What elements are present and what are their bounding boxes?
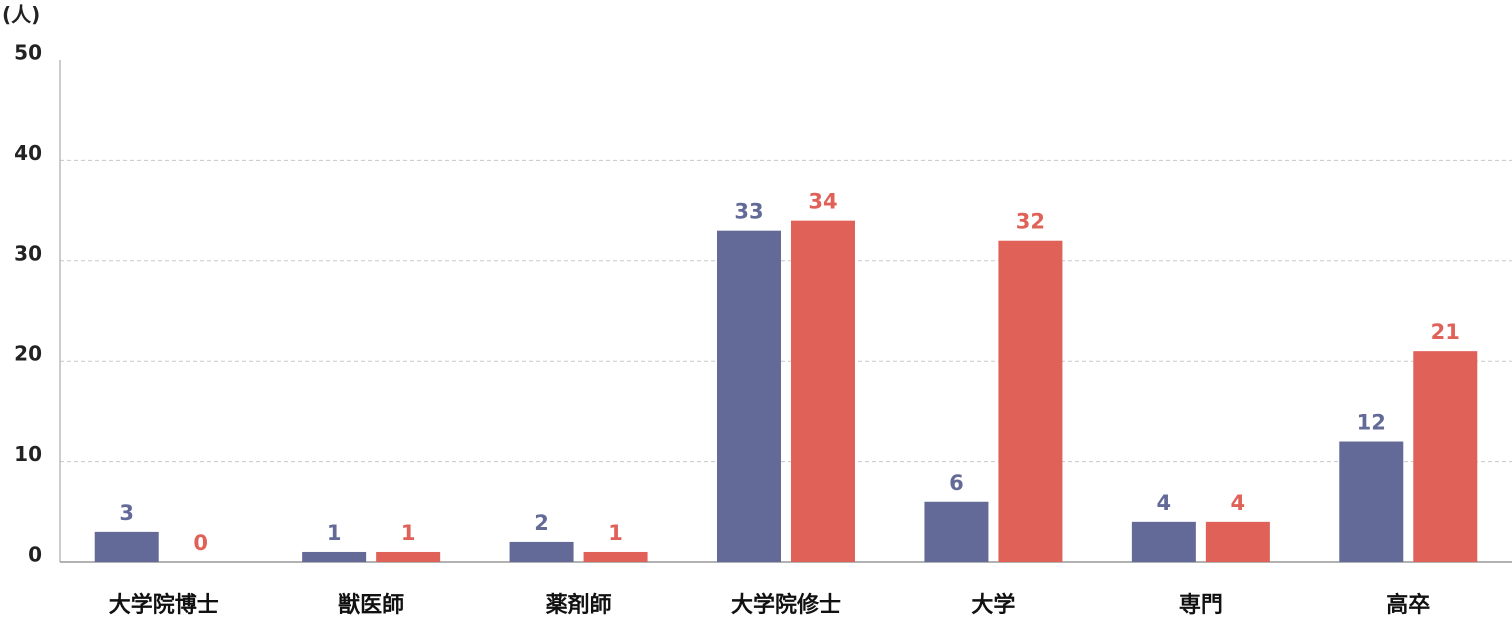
value-label: 33 (734, 200, 763, 224)
x-tick-label: 大学院修士 (731, 592, 841, 618)
x-tick-label: 薬剤師 (546, 592, 612, 618)
value-label: 34 (808, 190, 837, 214)
value-label: 3 (119, 501, 134, 525)
bar (791, 220, 855, 562)
y-tick-label: 30 (14, 241, 42, 265)
value-label: 2 (534, 511, 549, 535)
bar (924, 501, 989, 562)
y-tick-label: 50 (14, 41, 42, 65)
value-label: 6 (949, 471, 964, 495)
value-label: 1 (327, 521, 342, 545)
bar (998, 240, 1063, 562)
bar (509, 541, 574, 562)
y-tick-label: 0 (28, 543, 42, 567)
value-label: 4 (1157, 491, 1172, 515)
x-tick-label: 獣医師 (338, 592, 404, 618)
y-axis-label: (人) (2, 3, 40, 27)
bar (1205, 521, 1270, 562)
x-tick-label: 大学 (971, 592, 1015, 618)
bar (302, 551, 367, 562)
value-label: 21 (1431, 320, 1460, 344)
value-label: 0 (193, 531, 208, 555)
bar (1131, 521, 1196, 562)
x-tick-label: 大学院博士 (109, 592, 219, 618)
y-tick-label: 40 (14, 141, 42, 165)
value-label: 12 (1357, 411, 1386, 435)
bar (1413, 351, 1478, 562)
value-label: 4 (1231, 491, 1246, 515)
bar (717, 230, 781, 562)
x-tick-label: 高卒 (1386, 592, 1430, 618)
x-tick-label: 専門 (1179, 593, 1223, 618)
bar (94, 531, 159, 562)
bar (376, 551, 441, 562)
y-tick-label: 10 (14, 442, 42, 466)
y-tick-label: 20 (14, 342, 42, 366)
bar (583, 551, 648, 562)
bar (1339, 441, 1404, 562)
value-label: 1 (401, 521, 416, 545)
value-label: 1 (608, 521, 623, 545)
value-label: 32 (1016, 210, 1045, 234)
